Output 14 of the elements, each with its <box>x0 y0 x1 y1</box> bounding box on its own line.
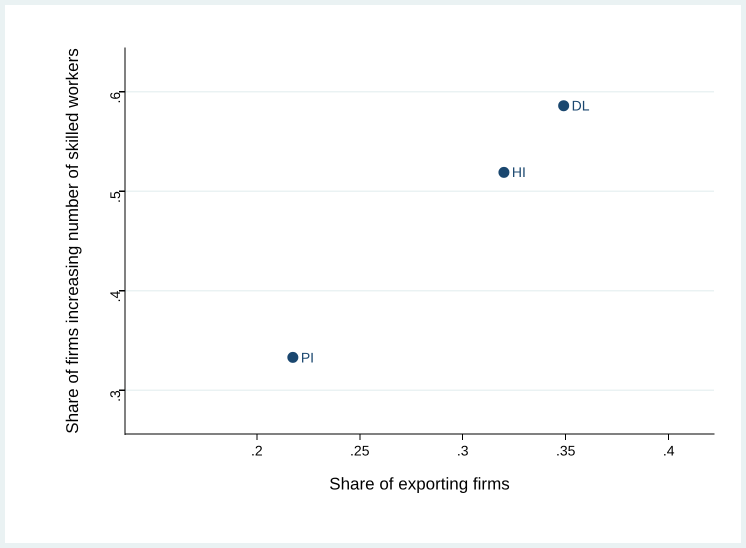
annotation: PI <box>300 349 314 366</box>
y-tick-label: .5 <box>106 191 123 203</box>
x-tick-label: .2 <box>250 442 263 458</box>
x-axis-title: Share of exporting firms <box>329 474 510 494</box>
y-tick-label: .4 <box>106 290 123 302</box>
x-tick-label: .35 <box>556 442 576 458</box>
annotation: HI <box>512 164 526 180</box>
y-tick-label: .3 <box>106 390 123 402</box>
x-tick-label: .3 <box>456 442 469 458</box>
annotation: DL <box>572 98 590 114</box>
x-tick-label: .25 <box>350 442 370 458</box>
y-axis-title: Share of firms increasing number of skilled workers <box>62 48 82 434</box>
y-tick-label: .6 <box>106 92 123 104</box>
x-tick-label: .4 <box>662 442 675 458</box>
